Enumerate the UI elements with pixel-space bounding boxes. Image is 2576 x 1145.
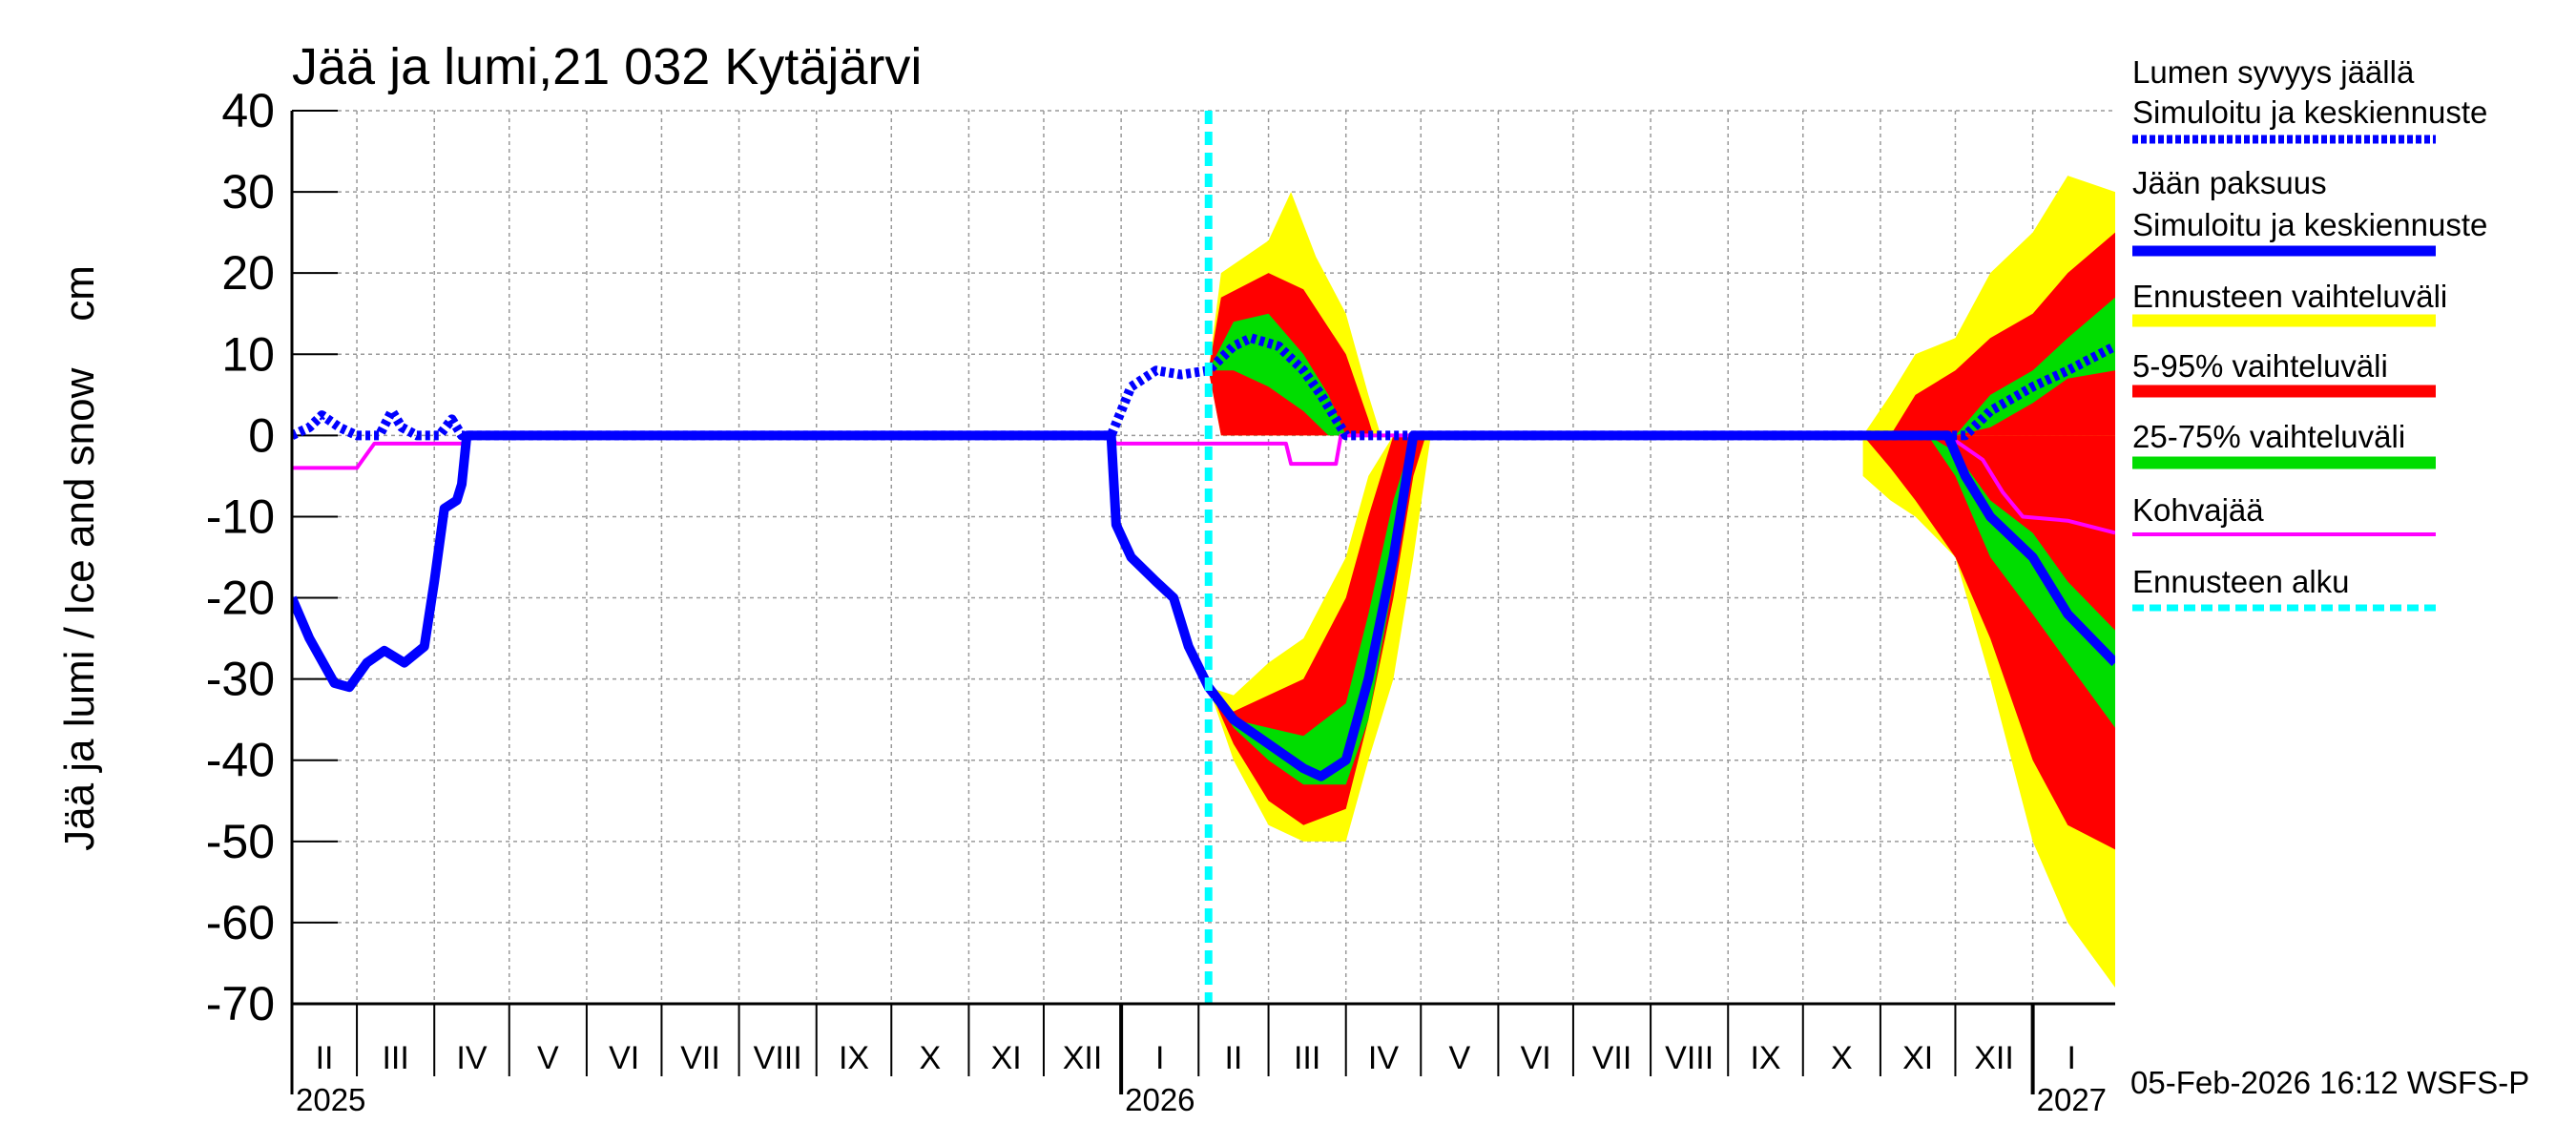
band-area [1862, 435, 2115, 850]
band-area [1927, 435, 2115, 728]
x-tick-label: I [1155, 1040, 1164, 1076]
y-tick-label: 20 [221, 246, 275, 300]
legend-label: 5-95% vaihteluväli [2132, 348, 2388, 384]
year-label: 2027 [2037, 1082, 2107, 1117]
y-tick-label: -10 [206, 489, 275, 543]
x-tick-label: VIII [1665, 1040, 1714, 1076]
series-line [292, 433, 2115, 535]
x-tick-label: VI [1521, 1040, 1551, 1076]
band-area [1208, 313, 1346, 436]
x-tick-label: III [382, 1040, 408, 1076]
x-tick-label: XI [991, 1040, 1022, 1076]
y-tick-label: -50 [206, 815, 275, 868]
x-tick-label: II [316, 1040, 334, 1076]
x-tick-label: IX [839, 1040, 869, 1076]
x-tick-label: XII [1974, 1040, 2014, 1076]
y-tick-label: -60 [206, 896, 275, 949]
legend-description: Simuloitu ja keskiennuste [2132, 207, 2487, 242]
plot-area [292, 176, 2115, 988]
x-tick-label: XII [1063, 1040, 1103, 1076]
band-area [1955, 297, 2115, 436]
x-tick-label: VIII [754, 1040, 802, 1076]
chart-title: Jää ja lumi,21 032 Kytäjärvi [292, 38, 922, 95]
y-tick-label: 40 [221, 84, 275, 137]
x-tick-label: XI [1902, 1040, 1933, 1076]
x-tick-label: X [1831, 1040, 1853, 1076]
x-tick-label: IV [1368, 1040, 1399, 1076]
y-tick-label: 0 [248, 408, 275, 462]
band-area [1890, 232, 2115, 436]
y-tick-label: 10 [221, 327, 275, 381]
y-axis-label: Jää ja lumi / Ice and snow cm [56, 265, 103, 851]
x-tick-label: I [2067, 1040, 2075, 1076]
y-tick-label: -40 [206, 734, 275, 787]
legend-label: Lumen syvyys jäällä [2132, 54, 2415, 90]
footer: 05-Feb-2026 16:12 WSFS-P [2130, 1065, 2529, 1100]
x-tick-label: IX [1750, 1040, 1780, 1076]
y-tick-label: -20 [206, 572, 275, 625]
x-tick-label: VII [1592, 1040, 1632, 1076]
legend-description: Simuloitu ja keskiennuste [2132, 94, 2487, 130]
legend-label: Kohvajää [2132, 492, 2264, 528]
series-line [292, 333, 2115, 441]
x-tick-label: V [537, 1040, 559, 1076]
legend-label: Ennusteen vaihteluväli [2132, 279, 2447, 314]
x-tick-label: III [1294, 1040, 1320, 1076]
year-label: 2026 [1125, 1082, 1195, 1117]
x-tick-label: IV [456, 1040, 487, 1076]
legend-label: Jään paksuus [2132, 165, 2327, 200]
y-tick-label: -30 [206, 653, 275, 706]
x-tick-label: II [1224, 1040, 1242, 1076]
x-tick-label: VII [680, 1040, 720, 1076]
y-tick-label: -70 [206, 977, 275, 1030]
legend-label: 25-75% vaihteluväli [2132, 419, 2405, 454]
x-tick-label: VI [609, 1040, 639, 1076]
x-tick-label: X [920, 1040, 942, 1076]
legend-label: Ennusteen alku [2132, 564, 2350, 599]
y-tick-label: 30 [221, 165, 275, 219]
year-label: 2025 [296, 1082, 365, 1117]
x-tick-label: V [1448, 1040, 1470, 1076]
